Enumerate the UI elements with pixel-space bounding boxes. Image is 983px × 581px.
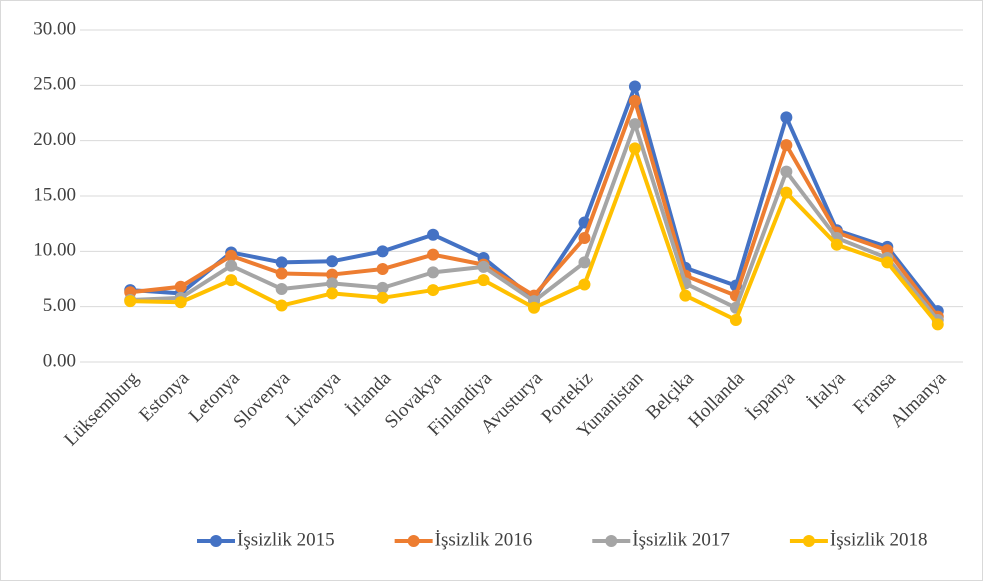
y-tick-label: 5.00 [43,295,76,316]
data-point [225,274,238,287]
data-point [780,186,793,199]
data-point [679,289,692,302]
data-point [326,277,339,290]
data-point [326,255,339,268]
y-tick-label: 25.00 [33,74,76,95]
legend-label: İşsizlik 2015 [237,529,335,550]
legend-label: İşsizlik 2017 [632,529,730,550]
data-point [729,313,742,326]
legend-marker [407,535,420,547]
legend-marker [802,535,815,547]
y-tick-label: 15.00 [33,184,76,205]
data-point [578,232,591,245]
data-point [275,282,288,295]
data-point [174,296,187,309]
data-point [780,139,793,152]
data-point [477,274,490,287]
data-point [275,256,288,269]
data-point [427,266,440,279]
y-tick-label: 20.00 [33,129,76,150]
data-point [628,142,641,155]
y-tick-label: 30.00 [33,18,76,39]
data-point [628,80,641,93]
legend-item: İşsizlik 2018 [789,529,928,550]
data-point [376,245,389,258]
legend-label: İşsizlik 2016 [435,529,533,550]
data-point [376,281,389,294]
data-point [225,259,238,272]
data-point [427,248,440,261]
data-point [275,267,288,280]
data-point [881,256,894,269]
data-point [326,287,339,300]
data-point [326,268,339,281]
data-point [578,278,591,291]
data-point [376,291,389,304]
y-tick-label: 10.00 [33,240,76,261]
data-point [780,165,793,178]
data-point [528,301,540,314]
legend-marker [210,535,222,547]
data-point [628,94,641,107]
data-point [174,280,187,293]
data-point [931,318,944,331]
data-point [427,284,440,297]
data-point [124,295,137,308]
data-point [578,256,591,269]
legend-item: İşsizlik 2015 [197,529,335,550]
y-tick-label: 0.00 [43,350,76,371]
legend-label: İşsizlik 2018 [830,529,928,550]
data-point [780,111,793,124]
legend-item: İşsizlik 2016 [394,529,533,550]
legend-item: İşsizlik 2017 [592,529,730,550]
data-point [376,263,389,276]
legend-marker [605,535,618,547]
data-point [225,249,238,262]
data-point [830,238,843,251]
data-point [275,299,288,312]
data-point [427,228,440,241]
data-point [477,260,490,273]
data-point [628,118,641,131]
